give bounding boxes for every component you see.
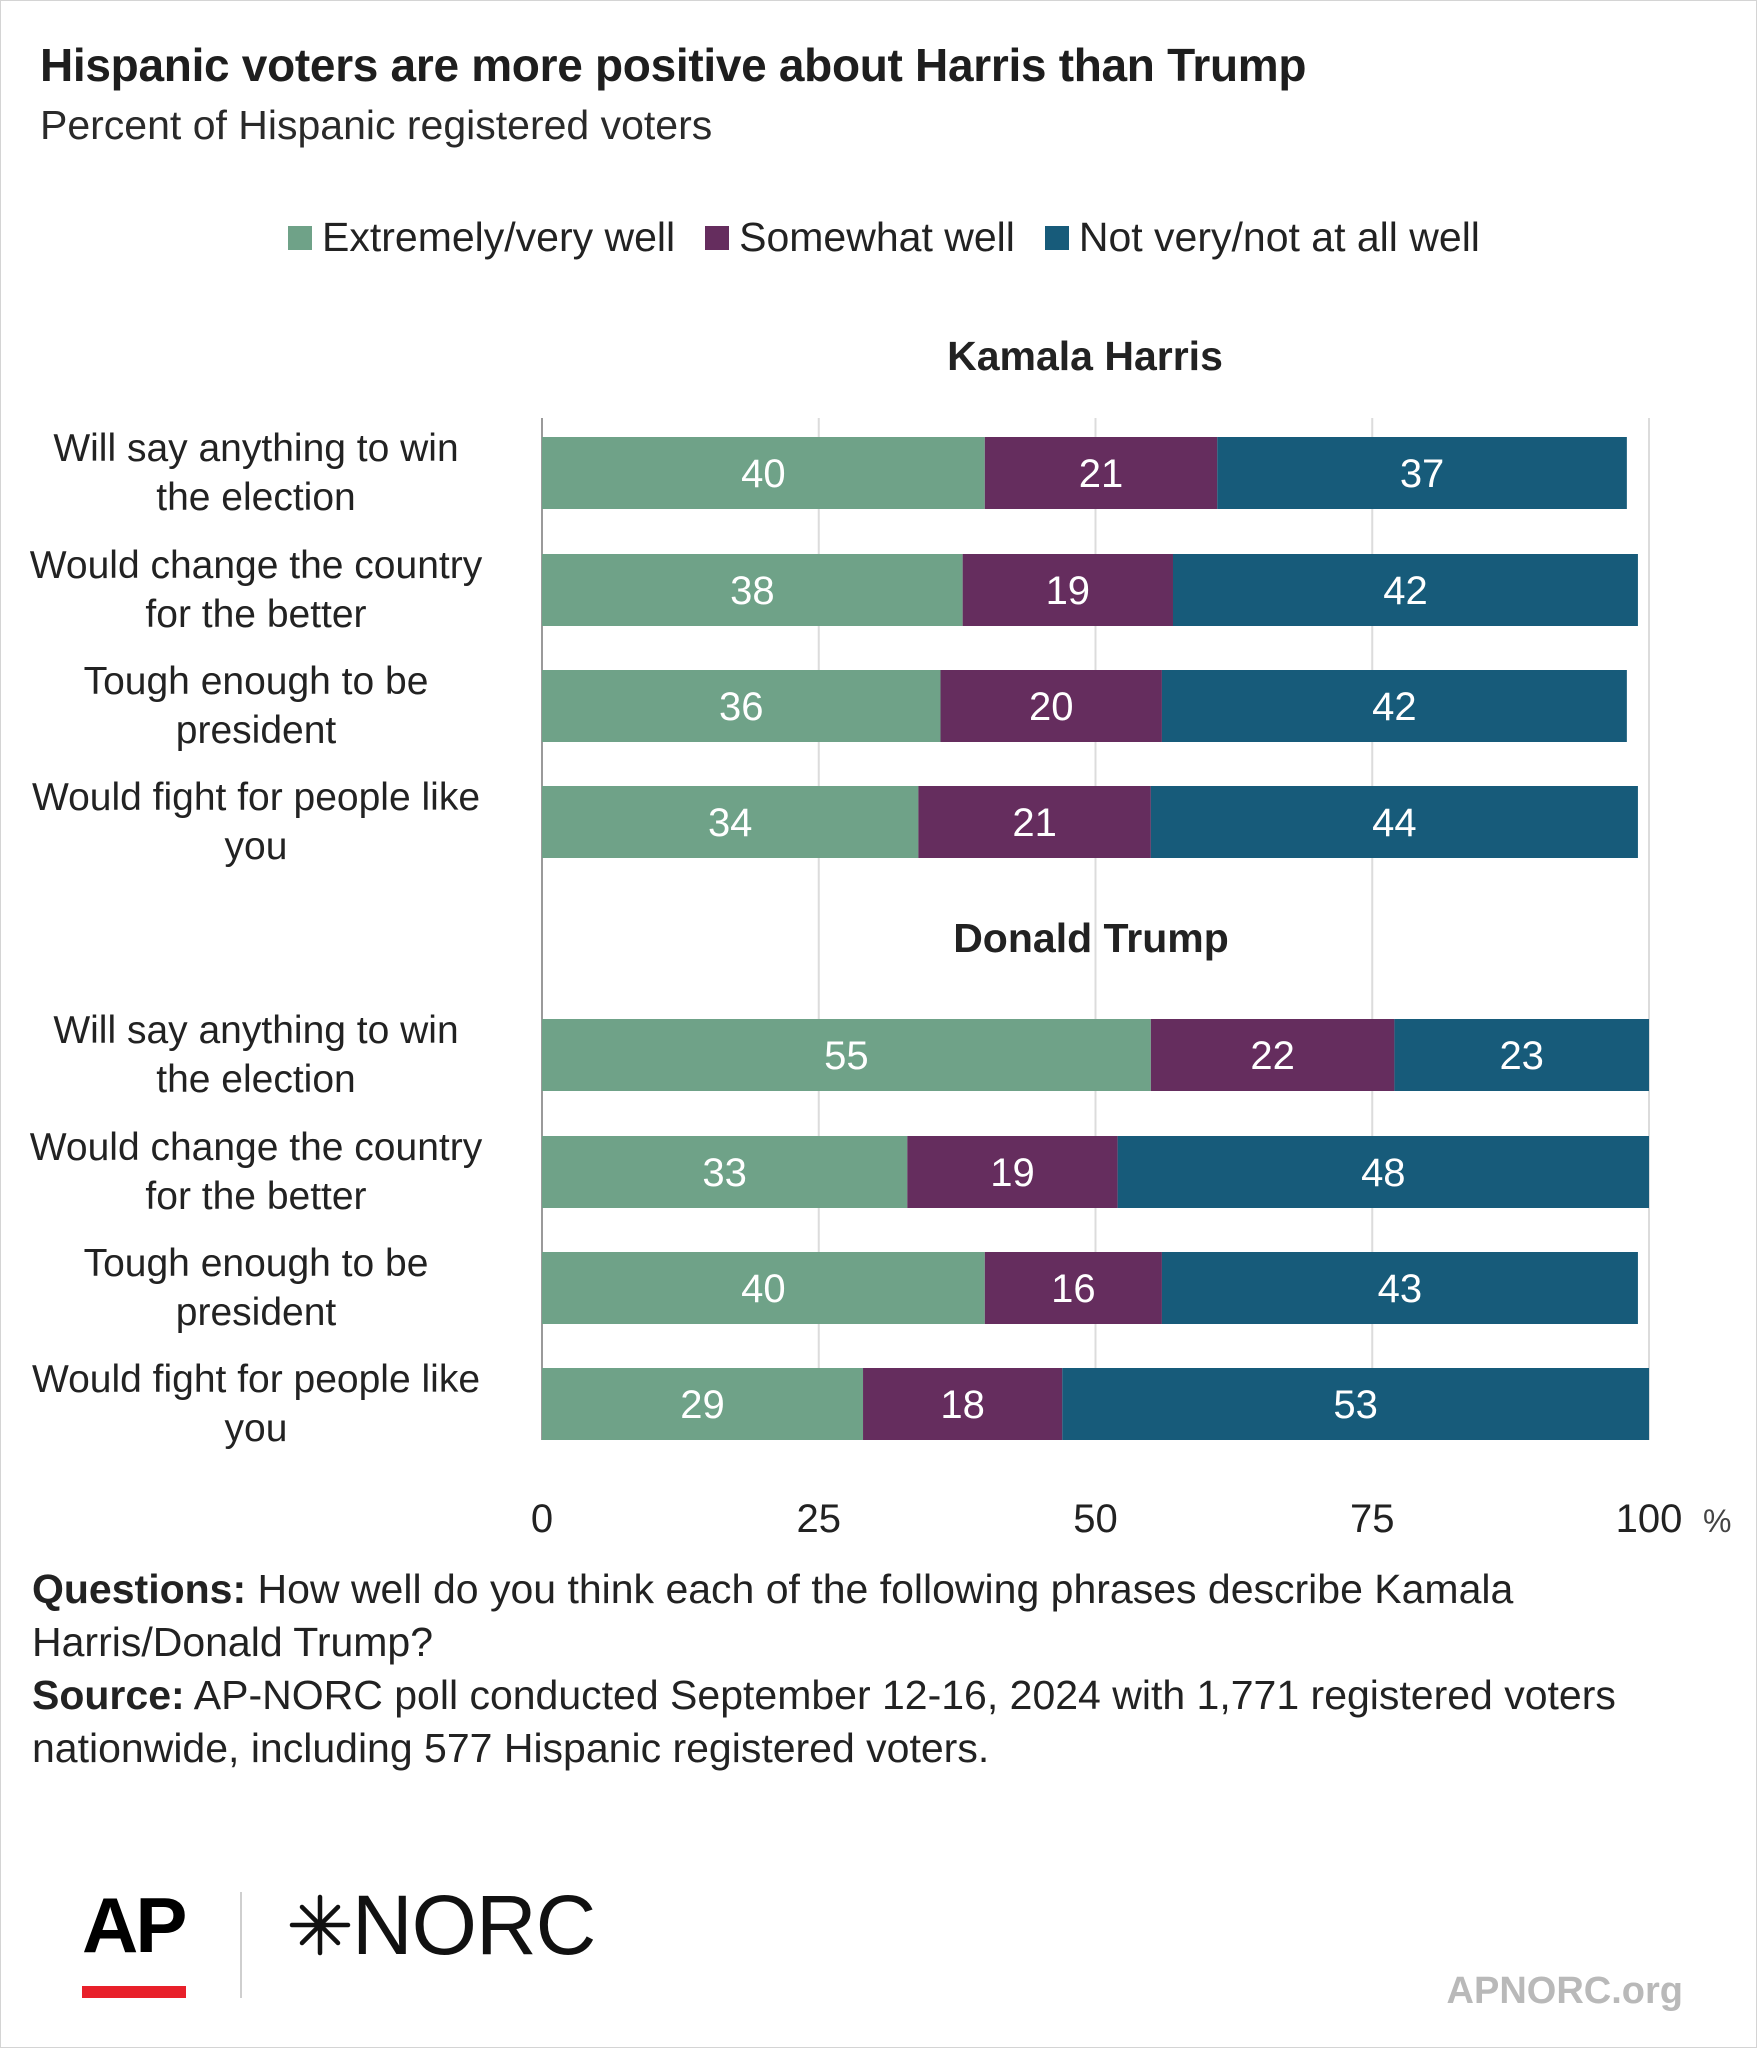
bar-segment-somewhat-well <box>984 437 1218 509</box>
data-label: 44 <box>1372 801 1417 845</box>
chart-title: Hispanic voters are more positive about … <box>40 39 1307 91</box>
legend-item-extremely-very-well: Extremely/very well <box>288 214 675 261</box>
questions-label: Questions: <box>32 1566 247 1612</box>
bar-segment-somewhat-well <box>962 554 1173 626</box>
data-label: 16 <box>1051 1267 1096 1311</box>
legend: Extremely/very well Somewhat well Not ve… <box>288 214 1510 261</box>
norc-logo: NORC <box>288 1878 596 1972</box>
x-tick-label-0: 0 <box>531 1497 553 1541</box>
legend-item-somewhat-well: Somewhat well <box>705 214 1015 261</box>
bar-segment-not-very-not-at-all-well <box>1217 437 1627 509</box>
bar-segment-not-very-not-at-all-well <box>1062 1368 1649 1440</box>
source-label: Source: <box>32 1672 185 1718</box>
legend-swatch-somewhat-well <box>705 225 730 250</box>
ap-logo: AP <box>82 1881 187 1969</box>
bar-segment-extremely-very-well <box>542 786 919 858</box>
chart-notes: Questions: How well do you think each of… <box>32 1563 1722 1775</box>
bar-segment-not-very-not-at-all-well <box>1161 1252 1638 1324</box>
legend-item-not-very-well: Not very/not at all well <box>1044 214 1480 261</box>
bar-segment-extremely-very-well <box>542 554 963 626</box>
bar-segment-extremely-very-well <box>542 1252 985 1324</box>
data-label: 33 <box>702 1151 747 1195</box>
legend-label-extremely-very-well: Extremely/very well <box>322 214 676 260</box>
data-label: 55 <box>824 1034 869 1078</box>
apnorc-url: APNORC.org <box>1446 1970 1683 2012</box>
x-tick-label-100: 100 <box>1616 1497 1683 1541</box>
category-label: Would fight for people like you <box>32 1358 480 1450</box>
data-label: 42 <box>1383 569 1428 613</box>
data-label: 38 <box>730 569 775 613</box>
norc-logo-text: NORC <box>352 1878 596 1972</box>
bar-segment-extremely-very-well <box>542 1019 1151 1091</box>
data-label: 40 <box>741 1267 786 1311</box>
data-label: 18 <box>940 1383 985 1427</box>
questions-text: How well do you think each of the follow… <box>32 1566 1514 1665</box>
chart-subtitle: Percent of Hispanic registered voters <box>40 102 713 148</box>
x-tick-label-25: 25 <box>797 1497 842 1541</box>
bar-segment-somewhat-well <box>907 1136 1118 1208</box>
x-axis-unit: % <box>1703 1503 1731 1539</box>
data-label: 43 <box>1378 1267 1423 1311</box>
category-label: Would change the country for the better <box>30 544 483 636</box>
category-label: Will say anything to win the election <box>53 1009 458 1101</box>
x-tick-label-50: 50 <box>1073 1497 1118 1541</box>
data-label: 34 <box>708 801 753 845</box>
source-note: Source: AP-NORC poll conducted September… <box>32 1669 1722 1775</box>
data-label: 20 <box>1029 685 1074 729</box>
ap-logo-underline <box>82 1986 186 1998</box>
source-text: AP-NORC poll conducted September 12-16, … <box>32 1672 1616 1771</box>
category-label: Tough enough to be president <box>84 660 429 752</box>
data-label: 21 <box>1012 801 1057 845</box>
category-label: Will say anything to win the election <box>53 427 458 519</box>
bar-segment-somewhat-well <box>1150 1019 1395 1091</box>
bar-segment-extremely-very-well <box>542 670 941 742</box>
legend-label-not-very-well: Not very/not at all well <box>1078 214 1480 260</box>
data-label: 23 <box>1499 1034 1544 1078</box>
data-label: 19 <box>990 1151 1035 1195</box>
bar-segment-not-very-not-at-all-well <box>1161 670 1627 742</box>
bar-segment-extremely-very-well <box>542 1136 908 1208</box>
norc-star-icon <box>289 1894 351 1956</box>
data-label: 48 <box>1361 1151 1406 1195</box>
legend-label-somewhat-well: Somewhat well <box>739 214 1015 260</box>
bar-segment-extremely-very-well <box>542 437 985 509</box>
group-title-kamala-harris: Kamala Harris <box>947 333 1223 379</box>
bar-segment-somewhat-well <box>940 670 1162 742</box>
category-label: Tough enough to be president <box>84 1242 429 1334</box>
stacked-bar-chart: 0 25 50 75 100 % Kamala Harris Will say anythin… <box>30 333 1732 1541</box>
bar-segment-somewhat-well <box>863 1368 1063 1440</box>
category-label: Would change the country for the better <box>30 1126 483 1218</box>
data-label: 21 <box>1079 452 1124 496</box>
data-label: 36 <box>719 685 764 729</box>
logo-divider <box>240 1892 242 1998</box>
questions-note: Questions: How well do you think each of… <box>32 1563 1722 1669</box>
bar-segment-not-very-not-at-all-well <box>1150 786 1638 858</box>
bar-segment-not-very-not-at-all-well <box>1172 554 1638 626</box>
bar-segment-extremely-very-well <box>542 1368 864 1440</box>
legend-swatch-not-very-well <box>1044 225 1069 250</box>
data-label: 53 <box>1333 1383 1378 1427</box>
data-label: 22 <box>1250 1034 1295 1078</box>
group-title-donald-trump: Donald Trump <box>953 915 1229 961</box>
category-label: Would fight for people like you <box>32 776 480 868</box>
data-label: 29 <box>680 1383 725 1427</box>
data-label: 19 <box>1046 569 1091 613</box>
bar-segment-not-very-not-at-all-well <box>1394 1019 1649 1091</box>
legend-swatch-extremely-very-well <box>288 225 312 250</box>
x-tick-label-75: 75 <box>1350 1497 1395 1541</box>
data-label: 37 <box>1400 452 1445 496</box>
bar-segment-somewhat-well <box>984 1252 1162 1324</box>
bar-segment-not-very-not-at-all-well <box>1117 1136 1649 1208</box>
data-label: 40 <box>741 452 786 496</box>
data-label: 42 <box>1372 685 1417 729</box>
bar-segment-somewhat-well <box>918 786 1151 858</box>
